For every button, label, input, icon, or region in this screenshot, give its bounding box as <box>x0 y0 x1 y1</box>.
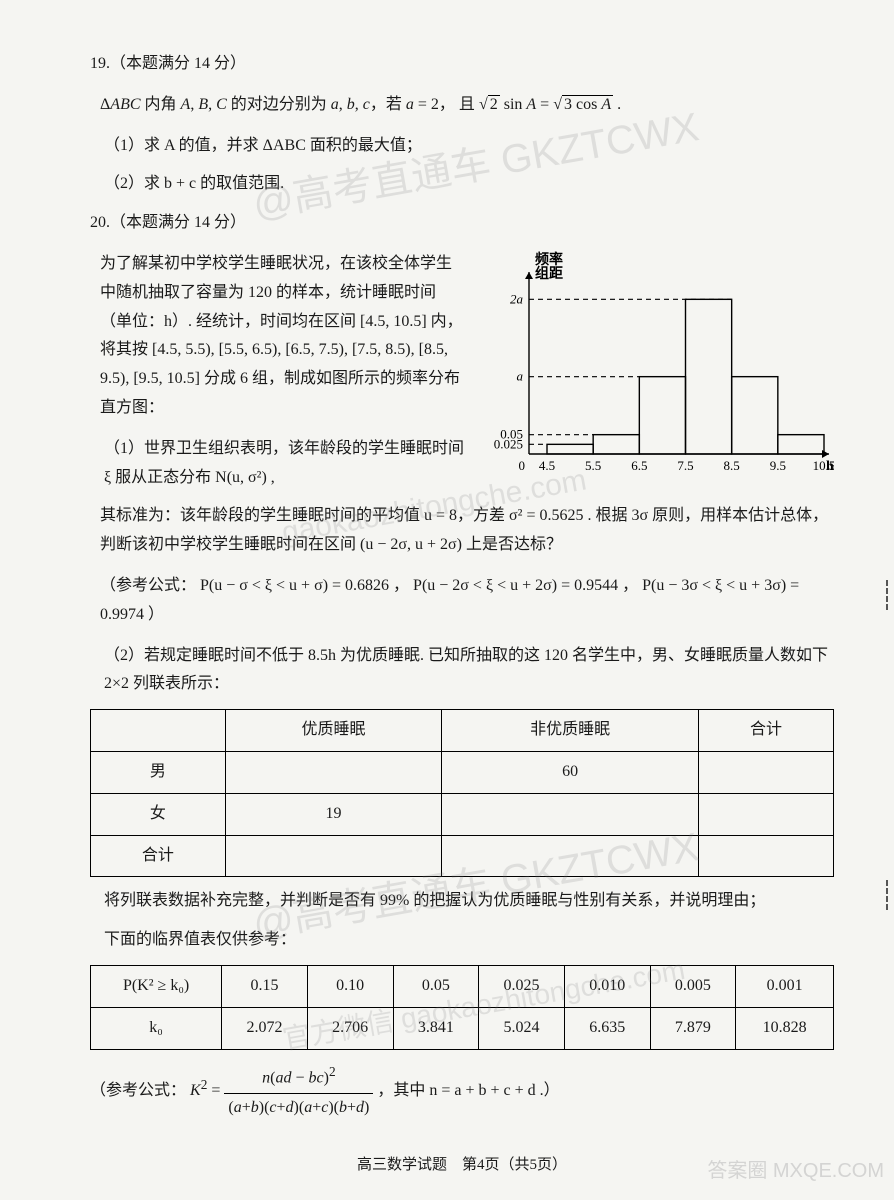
table-header <box>91 710 226 752</box>
table-cell: k₀ <box>91 1007 222 1049</box>
table-row: 女19 <box>91 793 834 835</box>
table-cell: P(K² ≥ k₀) <box>91 965 222 1007</box>
q20-part1b: 其标准为：该年龄段的学生睡眠时间的平均值 u = 8，方差 σ² = 0.562… <box>100 502 834 560</box>
svg-text:组距: 组距 <box>535 265 563 282</box>
table-cell <box>699 835 834 877</box>
svg-text:h: h <box>826 459 834 474</box>
q19-part2: （2）求 b + c 的取值范围. <box>104 170 834 199</box>
q20-ref2-label: 下面的临界值表仅供参考： <box>104 926 834 955</box>
table-cell: 6.635 <box>564 1007 650 1049</box>
table-header: 非优质睡眠 <box>442 710 699 752</box>
svg-text:0.05: 0.05 <box>500 427 523 442</box>
table-cell <box>699 751 834 793</box>
corner-watermark: 答案圈 MXQE.COM <box>707 1153 884 1189</box>
q19-body: ΔABC 内角 A, B, C 的对边分别为 a, b, c，若 a = 2， … <box>100 91 834 120</box>
contingency-table: 优质睡眠非优质睡眠合计男60女19合计 <box>90 709 834 877</box>
table-header: 优质睡眠 <box>225 710 441 752</box>
svg-text:5.5: 5.5 <box>585 458 601 473</box>
page-edge-mark <box>886 880 894 910</box>
table-cell: 60 <box>442 751 699 793</box>
q19-header: 19.（本题满分 14 分） <box>90 50 834 79</box>
table-cell: 合计 <box>91 835 226 877</box>
table-row: 男 60 <box>91 751 834 793</box>
table-cell: 女 <box>91 793 226 835</box>
histogram-chart: 频率组距04.55.56.57.58.59.510.5h0.0250.05a2a <box>474 250 834 480</box>
table-cell: 0.05 <box>393 965 479 1007</box>
table-cell <box>699 793 834 835</box>
q20-intro: 为了解某初中学校学生睡眠状况，在该校全体学生中随机抽取了容量为 120 的样本，… <box>100 250 464 423</box>
svg-text:2a: 2a <box>510 291 524 306</box>
svg-text:频率: 频率 <box>535 251 563 268</box>
table-cell: 10.828 <box>736 1007 834 1049</box>
table-cell: 男 <box>91 751 226 793</box>
svg-text:a: a <box>517 369 524 384</box>
table-cell: 0.15 <box>222 965 308 1007</box>
table-cell <box>442 835 699 877</box>
svg-text:0: 0 <box>519 458 526 473</box>
table-cell: 0.10 <box>307 965 393 1007</box>
q20-after-table1: 将列联表数据补充完整，并判断是否有 99% 的把握认为优质睡眠与性别有关系，并说… <box>104 887 834 916</box>
table-cell: 0.001 <box>736 965 834 1007</box>
table-cell: 0.005 <box>650 965 736 1007</box>
table-cell: 0.010 <box>564 965 650 1007</box>
table-cell <box>225 835 441 877</box>
table-cell: 2.072 <box>222 1007 308 1049</box>
svg-text:4.5: 4.5 <box>539 458 555 473</box>
table-cell: 3.841 <box>393 1007 479 1049</box>
svg-text:7.5: 7.5 <box>677 458 693 473</box>
svg-text:9.5: 9.5 <box>770 458 786 473</box>
q20-part2: （2）若规定睡眠时间不低于 8.5h 为优质睡眠. 已知所抽取的这 120 名学… <box>104 642 834 700</box>
q20-header: 20.（本题满分 14 分） <box>90 209 834 238</box>
table-cell <box>442 793 699 835</box>
table-header: 合计 <box>699 710 834 752</box>
table-row: 合计 <box>91 835 834 877</box>
table-cell: 7.879 <box>650 1007 736 1049</box>
table-cell <box>225 751 441 793</box>
svg-text:6.5: 6.5 <box>631 458 647 473</box>
table-cell: 2.706 <box>307 1007 393 1049</box>
page-edge-mark <box>886 580 894 610</box>
q19-part1: （1）求 A 的值，并求 ΔABC 面积的最大值； <box>104 132 834 161</box>
table-cell: 5.024 <box>479 1007 565 1049</box>
critical-value-table: P(K² ≥ k₀)0.150.100.050.0250.0100.0050.0… <box>90 965 834 1050</box>
k-squared-formula: （参考公式： K2 = n(ad − bc)2 (a+b)(c+d)(a+c)(… <box>90 1060 834 1123</box>
q20-ref1: （参考公式： P(u − σ < ξ < u + σ) = 0.6826 ， P… <box>100 572 834 630</box>
table-cell: 19 <box>225 793 441 835</box>
q20-part1a: （1）世界卫生组织表明，该年龄段的学生睡眠时间 ξ 服从正态分布 N(u, σ²… <box>104 435 464 493</box>
table-row: k₀2.0722.7063.8415.0246.6357.87910.828 <box>91 1007 834 1049</box>
svg-text:8.5: 8.5 <box>724 458 740 473</box>
table-cell: 0.025 <box>479 965 565 1007</box>
table-row: P(K² ≥ k₀)0.150.100.050.0250.0100.0050.0… <box>91 965 834 1007</box>
